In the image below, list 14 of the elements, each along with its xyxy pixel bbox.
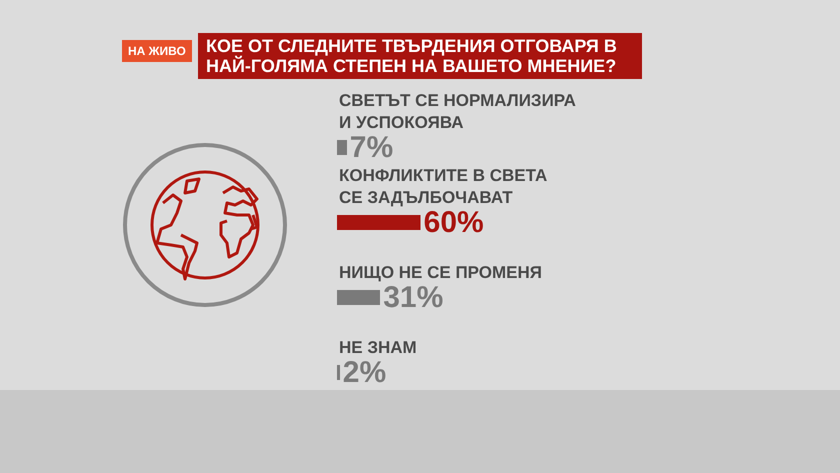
- data-label: 7%: [350, 131, 394, 164]
- y-tick-label: НЕ ЗНАМ: [339, 338, 417, 357]
- bar: [337, 365, 340, 380]
- bar: [337, 215, 421, 230]
- y-tick-label: КОНФЛИКТИТЕ В СВЕТА СЕ ЗАДЪЛБОЧАВАТ: [339, 166, 548, 208]
- data-label: 60%: [424, 206, 484, 239]
- bar: [337, 290, 380, 305]
- chart-title: КОЕ ОТ СЛЕДНИТЕ ТВЪРДЕНИЯ ОТГОВАРЯ В НАЙ-ГОЛЯМА СТЕПЕН НА ВАШЕТО МНЕНИЕ?: [198, 33, 642, 79]
- data-label: 31%: [383, 281, 444, 314]
- y-tick-label: СВЕТЪТ СЕ НОРМАЛИЗИРА И УСПОКОЯВА: [339, 91, 576, 132]
- bar: [337, 140, 347, 155]
- y-tick-label: НИЩО НЕ СЕ ПРОМЕНЯ: [339, 263, 542, 282]
- data-label: 2%: [342, 356, 386, 389]
- text: НА ЖИВО: [122, 40, 192, 62]
